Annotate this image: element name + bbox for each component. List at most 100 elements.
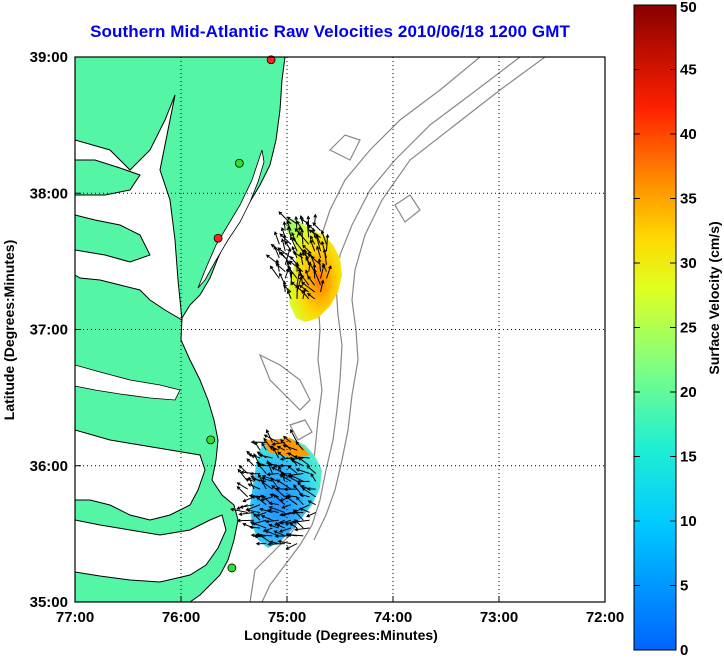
velocity-arrow [308,253,321,266]
velocity-arrow-head [273,530,278,534]
velocity-arrow-head [307,500,312,504]
y-axis-ticks: 39:00 38:00 37:00 36:00 35:00 [30,49,81,611]
velocity-arrow [280,519,292,524]
velocity-arrow [282,504,292,509]
velocity-arrow [278,211,292,225]
station-marker [206,435,216,445]
velocity-arrow-head [256,451,261,455]
velocity-arrow-head [274,534,279,538]
velocity-arrow-head [267,508,272,513]
velocity-arrow-head [270,243,275,248]
velocity-arrow-head [263,434,268,438]
velocity-arrow-head [268,540,274,544]
velocity-arrow-head [325,233,330,238]
velocity-arrow [299,252,304,265]
velocity-arrow-head [308,229,313,234]
velocity-arrow [246,504,261,511]
velocity-arrow-head [248,493,253,498]
x-tick-label: 75:00 [268,609,306,626]
colorbar-tick-label: 20 [680,384,697,401]
velocity-arrow [277,247,292,259]
velocity-arrow [247,509,261,513]
velocity-arrow-head [251,477,256,482]
velocity-arrow [285,495,298,506]
velocity-arrow-head [308,250,312,255]
velocity-arrow-head [278,465,282,470]
velocity-arrow-head [255,541,260,546]
velocity-arrow-head [301,487,306,492]
velocity-arrow-head [249,471,254,476]
velocity-arrow [294,456,310,459]
velocity-arrow [320,264,325,279]
velocity-arrow-head [308,224,312,229]
velocity-arrow-head [263,437,267,442]
velocity-arrow [320,280,324,293]
velocity-arrow-head [280,251,284,256]
velocity-arrow-head [257,463,261,468]
velocity-arrow-head [269,445,274,450]
velocity-arrow [259,454,273,459]
colorbar-tick-label: 5 [680,578,688,595]
velocity-arrow-head [261,474,266,479]
velocity-arrow [269,541,279,545]
velocity-arrow-head [312,222,317,227]
velocity-arrow [231,508,248,513]
velocity-arrow [279,474,292,482]
velocity-arrow-head [265,254,270,259]
velocity-arrow-head [279,457,284,461]
velocity-arrow [310,240,316,252]
velocity-arrow-head [307,261,312,266]
velocity-arrow-head [264,529,269,534]
velocity-arrow-head [292,237,296,242]
velocity-arrow-head [271,485,276,489]
velocity-arrow-head [261,442,265,447]
velocity-arrow [268,543,285,545]
velocity-arrow [274,519,286,526]
velocity-arrow-head [302,287,307,292]
velocity-arrow-head [250,440,255,445]
velocity-arrow-head [249,525,254,530]
velocity-arrow [254,441,261,451]
velocity-arrow [276,479,292,490]
velocity-arrow-head [296,479,301,484]
velocity-arrow-head [250,533,255,538]
velocity-arrow-head [295,496,300,501]
colorbar-label: Surface Velocity (cm/s) [706,221,722,374]
velocity-arrow-head [298,493,303,497]
velocity-arrow [287,495,298,498]
velocity-arrow-head [320,229,325,234]
velocity-arrow [307,275,316,286]
velocity-arrow-head [277,539,282,544]
velocity-arrow-head [287,452,292,456]
map-grid [75,57,605,602]
velocity-arrow-head [300,485,305,489]
pamlico-sound [75,429,227,583]
velocity-arrow-head [256,496,261,501]
velocity-arrow-head [238,512,243,516]
velocity-arrow-head [279,272,283,277]
velocity-arrow-head [289,522,294,527]
velocity-arrow-head [283,487,288,492]
velocity-arrow-head [267,542,272,547]
velocity-arrow [248,483,261,490]
velocity-arrow-head [282,435,287,440]
velocity-arrow [294,519,304,529]
colorbar-tick-label: 25 [680,320,697,337]
velocity-arrow-head [276,445,281,450]
colorbar-tick-label: 35 [680,191,697,208]
eastern-shore-water [197,149,265,289]
velocity-arrow-head [282,444,287,448]
colorbar-tick-label: 30 [680,255,697,272]
velocity-arrow-head [248,476,252,481]
colorbar [633,4,677,651]
velocity-arrow-head [291,245,296,250]
velocity-arrow-head [257,473,262,478]
velocity-arrow-head [281,505,286,509]
velocity-arrow [253,513,261,521]
velocity-arrow-head [296,220,300,225]
velocity-arrow-head [286,494,291,498]
velocity-arrow-head [313,268,317,273]
velocity-arrow-head [265,429,270,434]
velocity-arrow [284,241,292,252]
